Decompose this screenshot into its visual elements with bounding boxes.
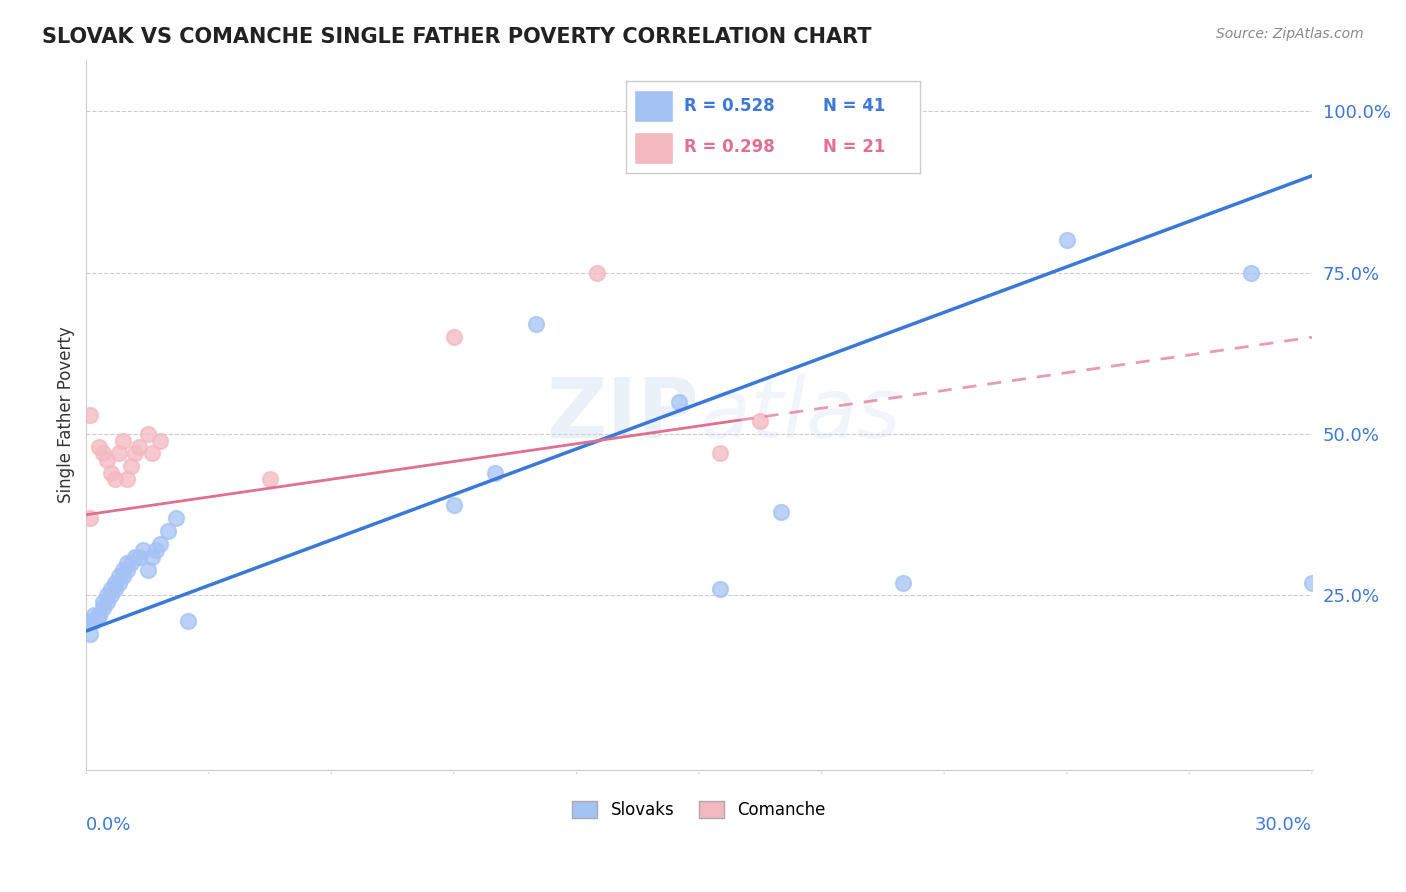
- Point: [149, 434, 172, 448]
- Point: [120, 459, 142, 474]
- Point: [259, 472, 281, 486]
- Point: [145, 543, 167, 558]
- Point: [141, 446, 163, 460]
- Y-axis label: Single Father Poverty: Single Father Poverty: [58, 326, 75, 503]
- Point: [112, 563, 135, 577]
- Text: ZIP: ZIP: [547, 374, 699, 455]
- Point: [79, 614, 101, 628]
- Point: [108, 569, 131, 583]
- Point: [484, 466, 506, 480]
- Point: [136, 427, 159, 442]
- Point: [115, 563, 138, 577]
- Point: [149, 537, 172, 551]
- Point: [87, 607, 110, 622]
- Text: 0.0%: 0.0%: [86, 816, 132, 834]
- Legend: Slovaks, Comanche: Slovaks, Comanche: [565, 794, 832, 825]
- Point: [586, 266, 609, 280]
- Point: [769, 504, 792, 518]
- Point: [100, 582, 122, 596]
- Point: [443, 330, 465, 344]
- Point: [709, 446, 731, 460]
- Point: [79, 627, 101, 641]
- Point: [96, 595, 118, 609]
- Point: [79, 511, 101, 525]
- Point: [668, 394, 690, 409]
- Point: [108, 446, 131, 460]
- Point: [1056, 233, 1078, 247]
- Text: 30.0%: 30.0%: [1256, 816, 1312, 834]
- Point: [83, 614, 105, 628]
- Point: [709, 582, 731, 596]
- Point: [120, 556, 142, 570]
- Point: [443, 498, 465, 512]
- Point: [124, 549, 146, 564]
- Point: [91, 446, 114, 460]
- Point: [96, 453, 118, 467]
- Point: [96, 589, 118, 603]
- Point: [132, 543, 155, 558]
- Point: [104, 472, 127, 486]
- Point: [115, 472, 138, 486]
- Point: [1301, 575, 1323, 590]
- Point: [108, 575, 131, 590]
- Point: [87, 607, 110, 622]
- Text: atlas: atlas: [699, 374, 901, 455]
- Text: SLOVAK VS COMANCHE SINGLE FATHER POVERTY CORRELATION CHART: SLOVAK VS COMANCHE SINGLE FATHER POVERTY…: [42, 27, 872, 46]
- Point: [177, 614, 200, 628]
- Point: [893, 575, 915, 590]
- Point: [87, 440, 110, 454]
- Point: [115, 556, 138, 570]
- Point: [128, 440, 150, 454]
- Point: [749, 414, 772, 428]
- Point: [104, 582, 127, 596]
- Point: [112, 434, 135, 448]
- Point: [83, 607, 105, 622]
- Point: [104, 575, 127, 590]
- Point: [141, 549, 163, 564]
- Point: [156, 524, 179, 538]
- Point: [165, 511, 187, 525]
- Point: [79, 408, 101, 422]
- Point: [128, 549, 150, 564]
- Text: Source: ZipAtlas.com: Source: ZipAtlas.com: [1216, 27, 1364, 41]
- Point: [100, 589, 122, 603]
- Point: [524, 318, 547, 332]
- Point: [124, 446, 146, 460]
- Point: [1239, 266, 1261, 280]
- Point: [112, 569, 135, 583]
- Point: [136, 563, 159, 577]
- Point: [100, 466, 122, 480]
- Point: [91, 601, 114, 615]
- Point: [91, 595, 114, 609]
